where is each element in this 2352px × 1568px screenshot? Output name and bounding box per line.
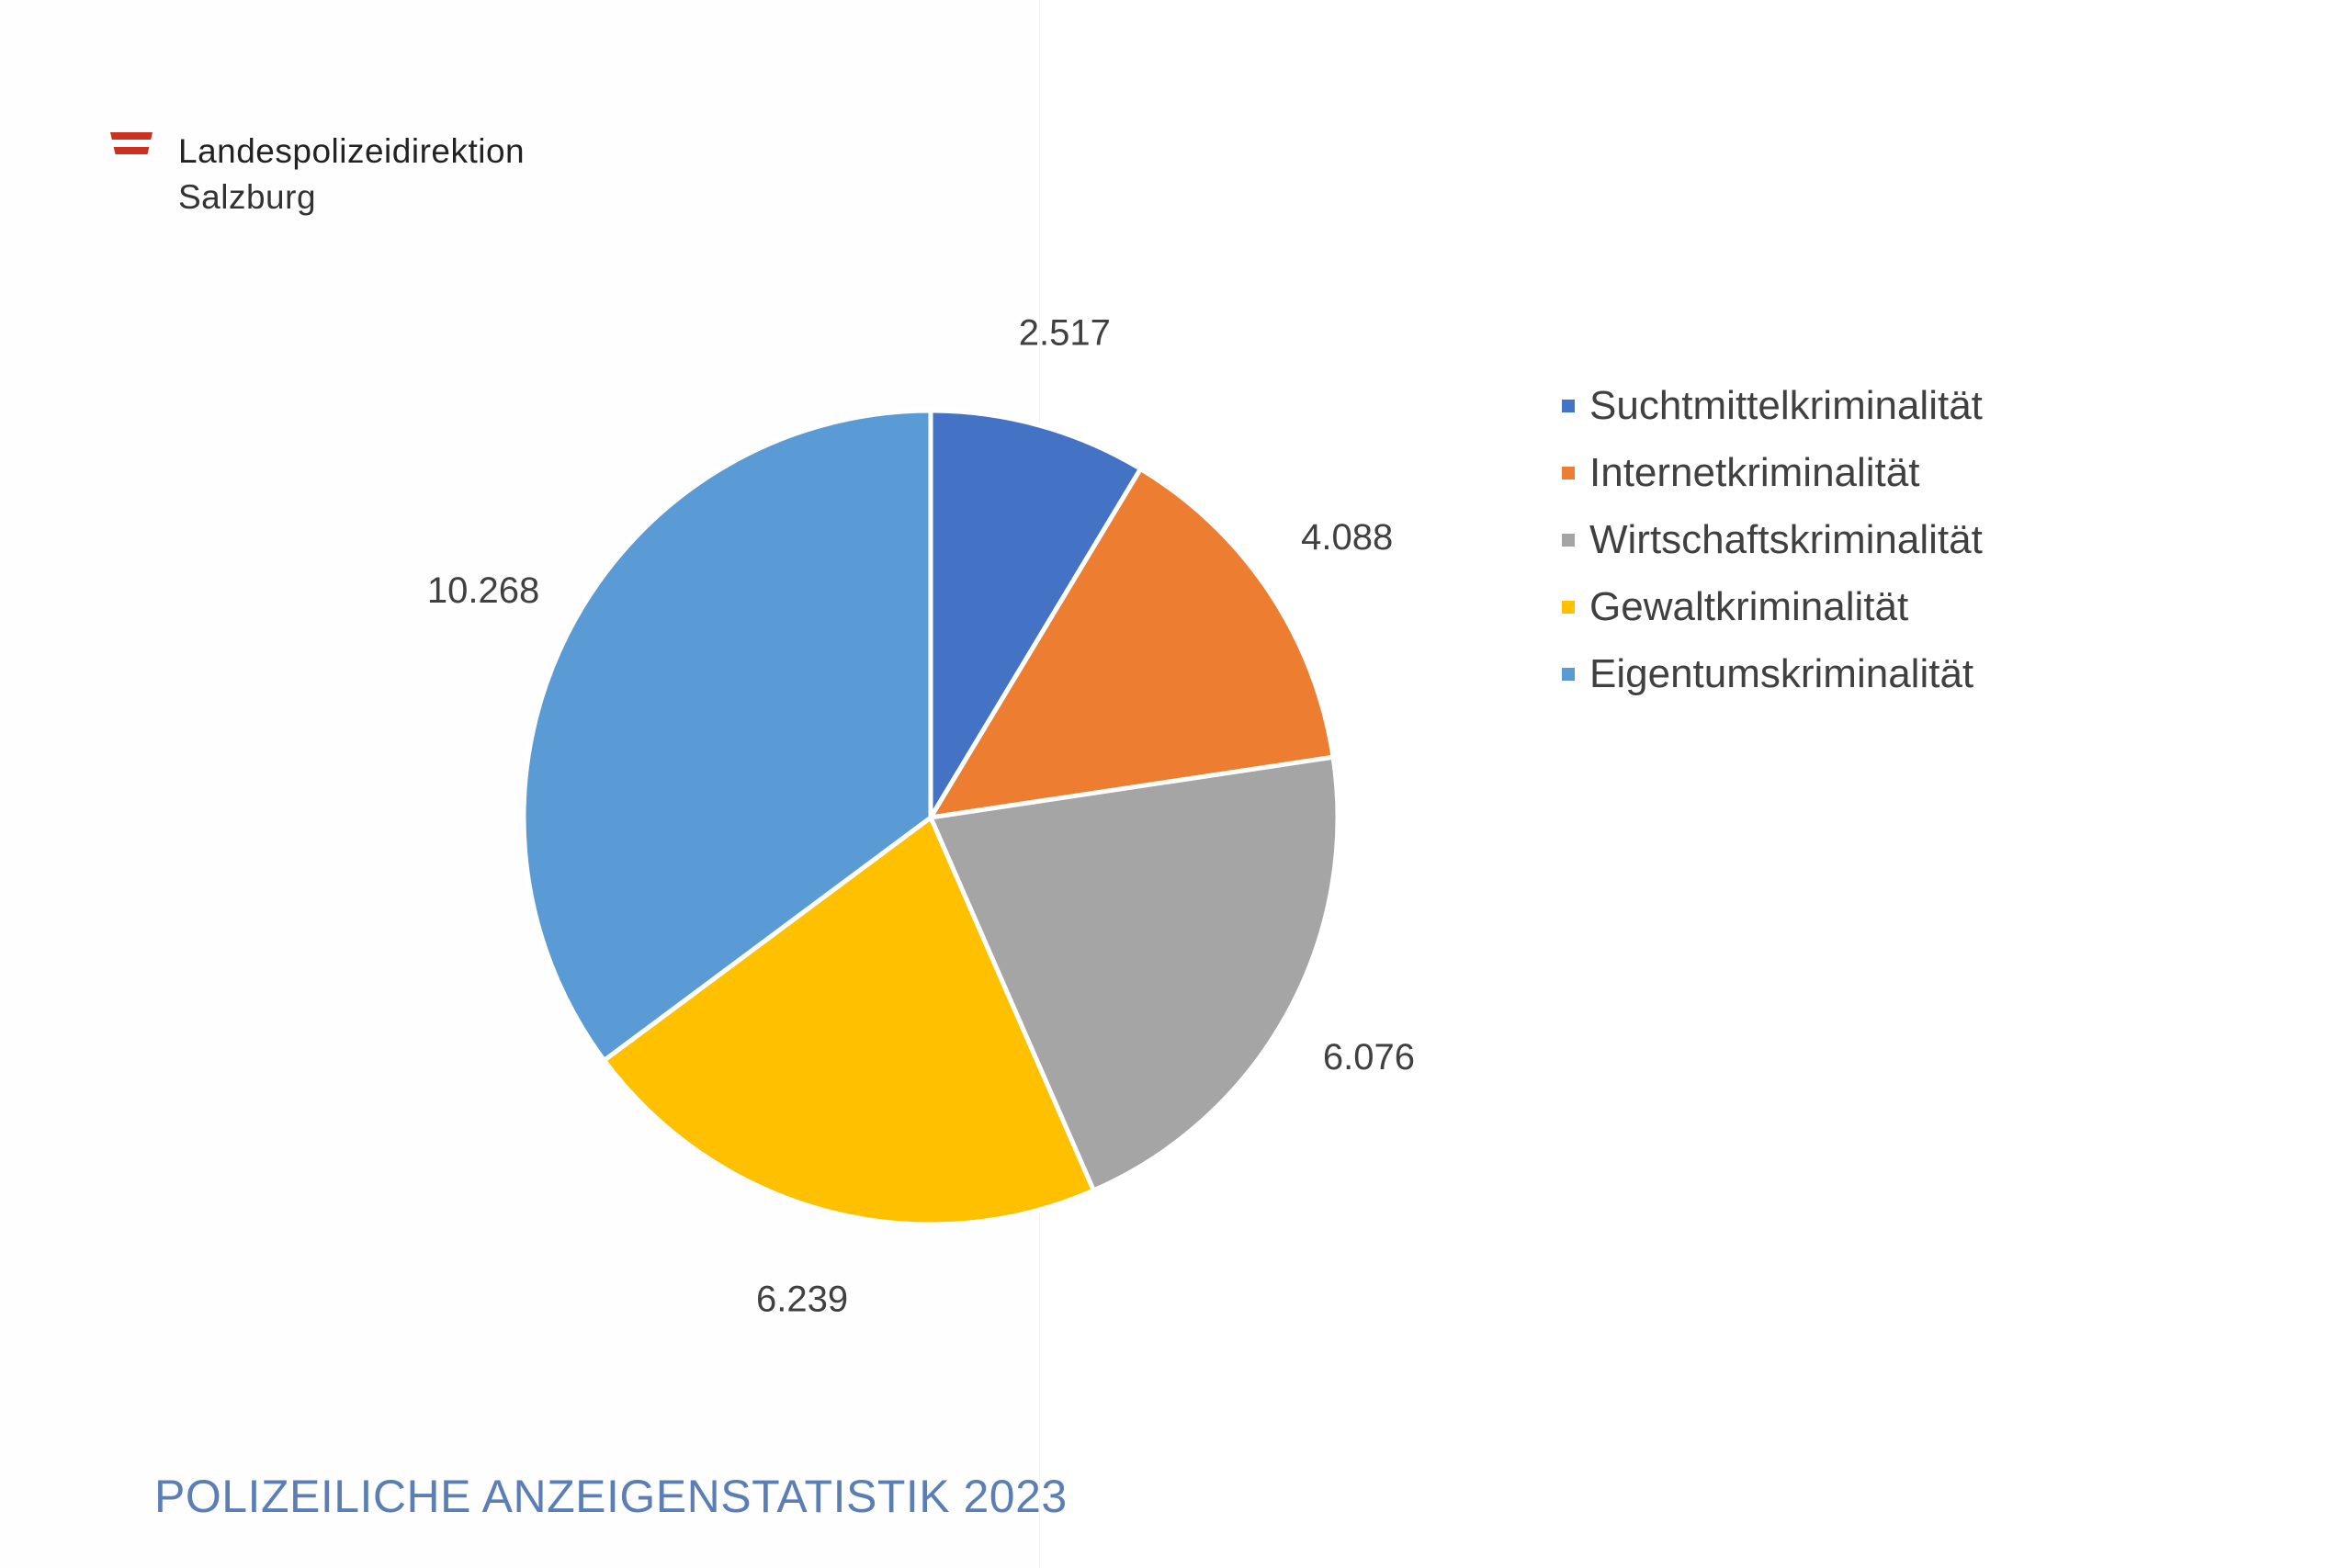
legend-item-suchtmittelkriminalitaet: Suchtmittelkriminalität: [1562, 372, 1983, 439]
legend-label: Suchtmittelkriminalität: [1589, 382, 1983, 428]
data-label-suchtmittelkriminalitaet: 2.517: [1019, 312, 1111, 353]
organization-name-line1: Landespolizeidirektion: [178, 132, 526, 170]
pie-slice-eigentumskriminalitaet: [521, 408, 933, 1063]
pie-slice-suchtmittelkriminalitaet: [928, 408, 1143, 820]
legend-swatch-icon: [1562, 667, 1575, 681]
chart-legend: Suchtmittelkriminalität Internetkriminali…: [1562, 372, 1983, 707]
legend-swatch-icon: [1562, 399, 1575, 412]
organization-logo: Landespolizeidirektion Salzburg: [110, 129, 525, 220]
legend-item-eigentumskriminalitaet: Eigentumskriminalität: [1562, 640, 1983, 707]
data-label-eigentumskriminalitaet: 10.268: [427, 570, 539, 611]
legend-label: Wirtschaftskriminalität: [1589, 516, 1983, 562]
legend-swatch-icon: [1562, 466, 1575, 479]
pie-data-labels: 2.517 4.088 6.076 6.239 10.268: [427, 312, 1415, 1319]
legend-label: Eigentumskriminalität: [1589, 650, 1974, 696]
legend-label: Internetkriminalität: [1589, 449, 1920, 495]
legend-item-internetkriminalitaet: Internetkriminalität: [1562, 439, 1983, 506]
organization-name: Landespolizeidirektion Salzburg: [178, 129, 525, 220]
report-title: POLIZEILICHE ANZEIGENSTATISTIK 2023: [154, 1471, 1068, 1522]
pie-slices: [521, 408, 1340, 1227]
austria-flag-icon: [110, 132, 153, 162]
organization-name-line2: Salzburg: [178, 178, 317, 216]
legend-item-gewaltkriminalitaet: Gewaltkriminalität: [1562, 573, 1983, 640]
pie-slice-gewaltkriminalitaet: [602, 815, 1096, 1227]
data-label-wirtschaftskriminalitaet: 6.076: [1323, 1037, 1415, 1077]
legend-swatch-icon: [1562, 533, 1575, 547]
data-label-gewaltkriminalitaet: 6.239: [756, 1279, 848, 1319]
pie-slice-internetkriminalitaet: [928, 466, 1336, 820]
pie-slice-wirtschaftskriminalitaet: [928, 754, 1340, 1193]
legend-label: Gewaltkriminalität: [1589, 583, 1909, 629]
legend-swatch-icon: [1562, 600, 1575, 614]
data-label-internetkriminalitaet: 4.088: [1301, 517, 1393, 558]
legend-item-wirtschaftskriminalitaet: Wirtschaftskriminalität: [1562, 506, 1983, 573]
